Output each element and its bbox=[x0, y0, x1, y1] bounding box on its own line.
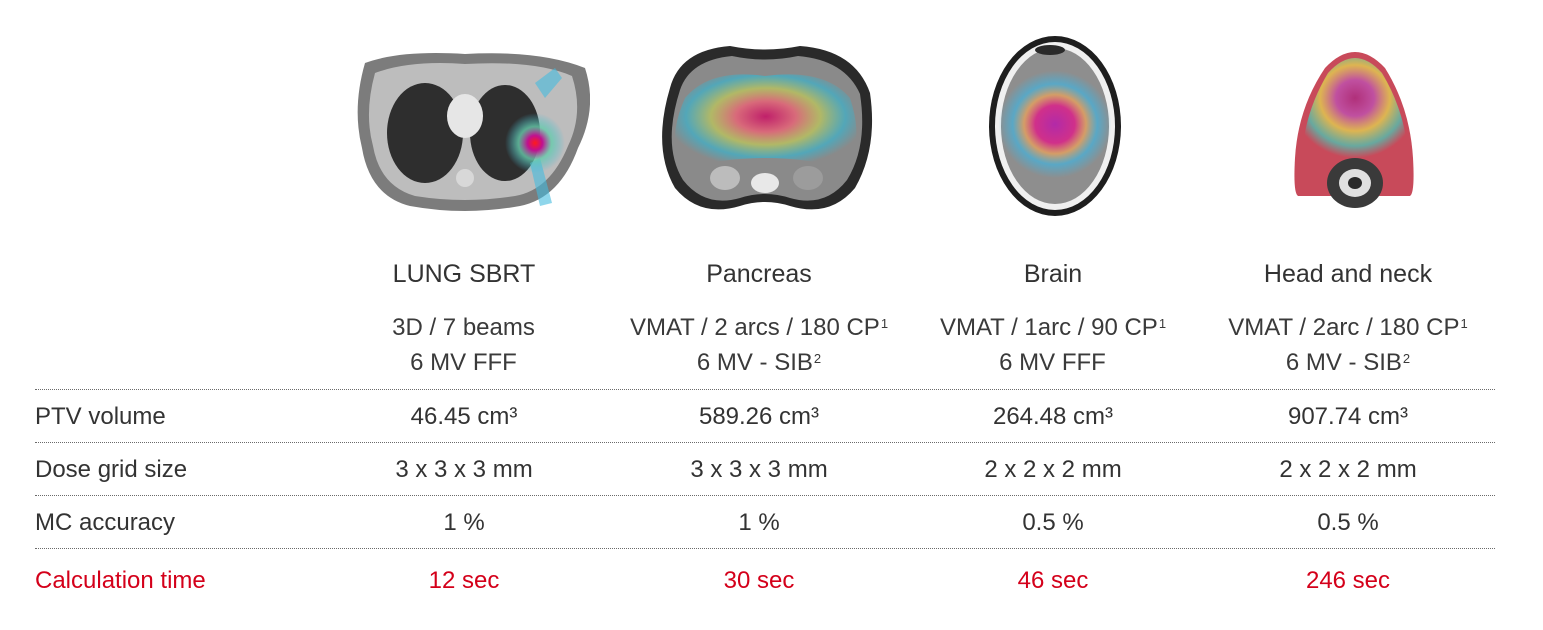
mc-accuracy-lung: 1 % bbox=[443, 509, 485, 536]
ptv-volume-pancreas: 589.26 cm³ bbox=[698, 403, 820, 430]
row-divider bbox=[35, 442, 1495, 443]
row-label-ptv-volume: PTV volume bbox=[35, 403, 166, 430]
dose-grid-lung: 3 x 3 x 3 mm bbox=[395, 456, 533, 483]
mc-accuracy-pancreas: 1 % bbox=[738, 509, 780, 536]
dose-grid-head-neck: 2 x 2 x 2 mm bbox=[1279, 456, 1417, 483]
row-label-calculation-time: Calculation time bbox=[35, 567, 206, 594]
dose-grid-brain: 2 x 2 x 2 mm bbox=[984, 456, 1122, 483]
row-label-mc-accuracy: MC accuracy bbox=[35, 509, 176, 536]
column-title-brain: Brain bbox=[1023, 260, 1083, 288]
calc-time-lung: 12 sec bbox=[428, 567, 500, 594]
pancreas-ct-dose-image bbox=[640, 28, 890, 228]
calc-time-pancreas: 30 sec bbox=[723, 567, 795, 594]
ptv-volume-lung: 46.45 cm³ bbox=[410, 403, 518, 430]
mc-accuracy-brain: 0.5 % bbox=[1022, 509, 1084, 536]
plan-technique-head-neck: VMAT / 2arc / 180 CP1 bbox=[1228, 314, 1468, 341]
ptv-volume-brain: 264.48 cm³ bbox=[992, 403, 1114, 430]
plan-technique-brain: VMAT / 1arc / 90 CP1 bbox=[939, 314, 1167, 341]
calc-time-brain: 46 sec bbox=[1017, 567, 1089, 594]
plan-energy-pancreas: 6 MV - SIB2 bbox=[696, 349, 822, 376]
ptv-volume-head-neck: 907.74 cm³ bbox=[1287, 403, 1409, 430]
plan-energy-brain: 6 MV FFF bbox=[999, 349, 1106, 376]
row-divider bbox=[35, 389, 1495, 390]
brain-ct-dose-image bbox=[930, 28, 1180, 228]
column-title-lung: LUNG SBRT bbox=[392, 260, 536, 288]
plan-energy-head-neck: 6 MV - SIB2 bbox=[1285, 349, 1411, 376]
calc-time-head-neck: 246 sec bbox=[1305, 567, 1391, 594]
plan-energy-lung: 6 MV FFF bbox=[410, 349, 517, 376]
plan-technique-pancreas: VMAT / 2 arcs / 180 CP1 bbox=[629, 314, 889, 341]
lung-ct-dose-image bbox=[340, 28, 590, 228]
mc-accuracy-head-neck: 0.5 % bbox=[1317, 509, 1379, 536]
row-divider bbox=[35, 495, 1495, 496]
head-neck-ct-dose-image bbox=[1230, 28, 1480, 228]
plan-technique-lung: 3D / 7 beams bbox=[392, 314, 535, 341]
column-title-pancreas: Pancreas bbox=[706, 260, 812, 288]
column-title-head-neck: Head and neck bbox=[1263, 260, 1433, 288]
row-divider bbox=[35, 548, 1495, 549]
row-label-dose-grid: Dose grid size bbox=[35, 456, 188, 483]
dose-grid-pancreas: 3 x 3 x 3 mm bbox=[690, 456, 828, 483]
